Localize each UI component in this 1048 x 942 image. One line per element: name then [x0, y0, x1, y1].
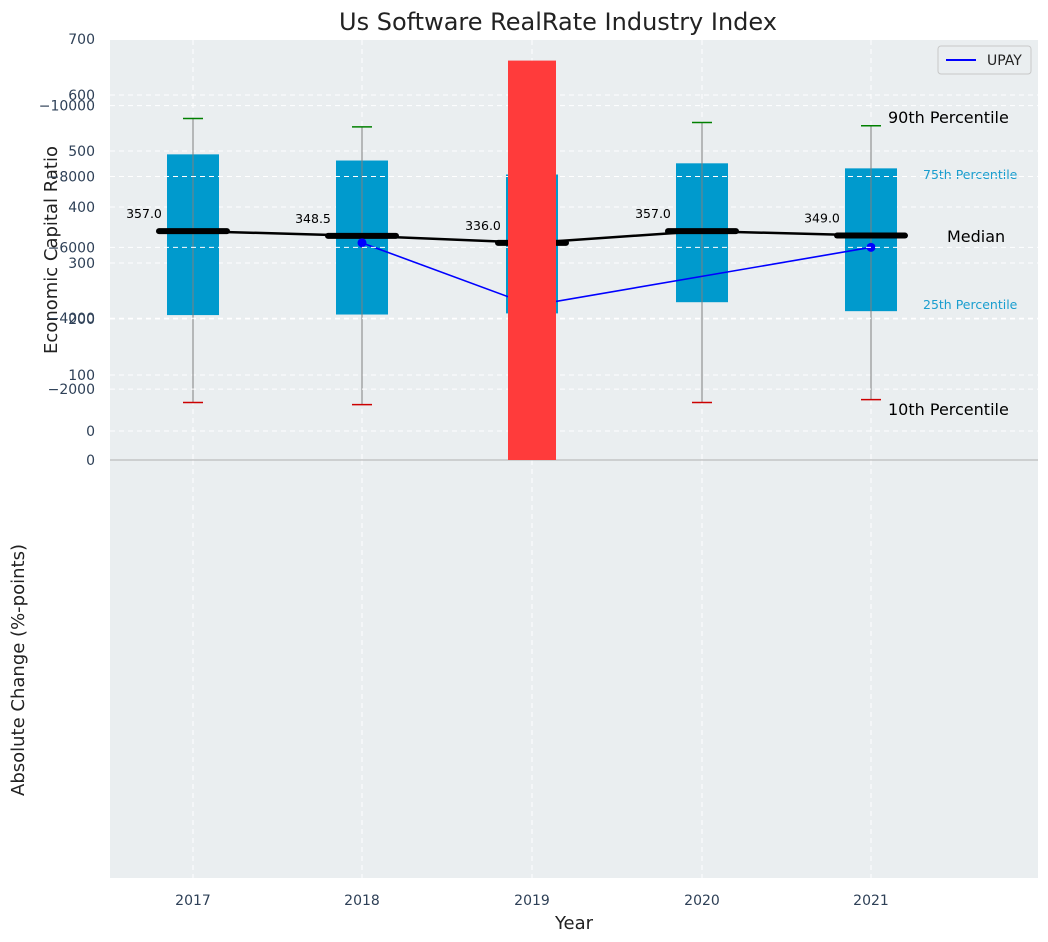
median-value-label: 357.0: [635, 206, 671, 221]
x-ticks: 2017 2018 2019 2020 2021: [175, 893, 889, 909]
bottom-plot-area: [110, 460, 1038, 878]
x-tick-label: 2021: [853, 893, 889, 909]
median-value-label: 357.0: [126, 206, 162, 221]
top-y-tick-label: 200: [68, 312, 95, 328]
bottom-y-axis-label: Absolute Change (%-points): [8, 544, 29, 796]
top-plot-area: [110, 40, 1038, 460]
upay-point: [357, 238, 367, 248]
top-y-tick-label: 300: [68, 256, 95, 272]
annotation-p90: 90th Percentile: [888, 108, 1009, 127]
median-value-label: 348.5: [295, 211, 331, 226]
bottom-y-tick-label: −10000: [39, 99, 95, 115]
bottom-y-ticks: 0 −2000 −4000 −6000 −8000 −10000: [39, 99, 95, 469]
x-axis-label: Year: [554, 913, 594, 934]
annotation-p10: 10th Percentile: [888, 400, 1009, 419]
change-bars: [508, 60, 556, 461]
percentile-annotations: 90th Percentile 75th Percentile Median 2…: [888, 108, 1018, 419]
x-tick-label: 2019: [514, 893, 550, 909]
annotation-p75: 75th Percentile: [923, 167, 1018, 182]
bottom-y-tick-label: −4000: [48, 311, 95, 327]
bottom-y-tick-label: −2000: [48, 382, 95, 398]
top-y-tick-label: 500: [68, 144, 95, 160]
top-y-ticks: 0 100 200 300 400 500 600 700: [68, 32, 95, 440]
top-y-tick-label: 0: [86, 424, 95, 440]
bottom-y-tick-label: −8000: [48, 169, 95, 185]
box-2017: 357.0: [126, 117, 230, 404]
legend-upay-label: UPAY: [987, 53, 1022, 69]
bottom-y-tick-label: −6000: [48, 240, 95, 256]
top-y-axis-label: Economic Capital Ratio: [41, 146, 62, 354]
top-panel: 0 100 200 300 400 500 600 700 Economic Capital …: [41, 32, 1038, 460]
median-value-label: 349.0: [804, 211, 840, 226]
bottom-y-tick-label: 0: [86, 453, 95, 469]
annotation-p25: 25th Percentile: [923, 297, 1018, 312]
annotation-median: Median: [947, 227, 1005, 246]
top-y-tick-label: 100: [68, 368, 95, 384]
median-value-label: 336.0: [465, 218, 501, 233]
legend-box: [937, 45, 1032, 75]
x-tick-label: 2017: [175, 893, 211, 909]
top-y-tick-label: 700: [68, 32, 95, 48]
bottom-grid: [110, 105, 1038, 878]
legend: UPAY: [937, 45, 1032, 75]
change-bar-2019: [508, 60, 556, 461]
chart-title: Us Software RealRate Industry Index: [339, 8, 777, 36]
top-y-tick-label: 600: [68, 88, 95, 104]
top-y-tick-label: 400: [68, 200, 95, 216]
x-tick-label: 2020: [684, 893, 720, 909]
box-2021: 349.0: [804, 125, 908, 401]
x-tick-label: 2018: [344, 893, 380, 909]
bottom-panel: 0 −2000 −4000 −6000 −8000 −10000 Absolute Cha…: [8, 60, 1038, 934]
